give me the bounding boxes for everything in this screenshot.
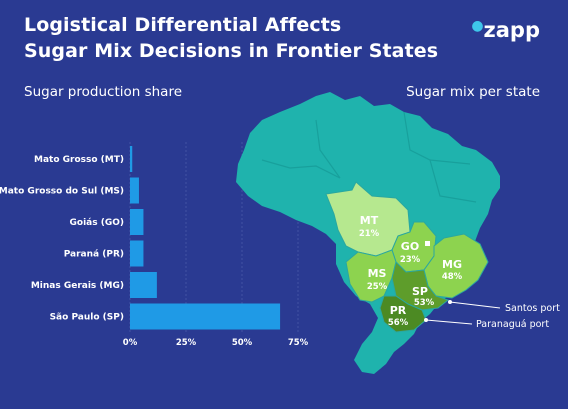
category-label: Paraná (PR) [64,250,124,260]
x-tick-label: 0% [123,338,138,348]
x-tick-label: 25% [176,338,197,348]
x-tick-label: 75% [288,338,309,348]
bar [130,272,157,298]
category-label: Mato Grosso (MT) [34,155,124,165]
map-label-go-code: GO [401,240,419,253]
bar-chart-title: Sugar production share [24,84,183,100]
map-label-pr-value: 56% [388,318,409,328]
map-label-ms-code: MS [368,267,387,280]
state-border [315,119,341,179]
santos-port-leader [449,301,501,309]
category-labels: Mato Grosso (MT) Mato Grosso do Sul (MS) G… [0,155,124,323]
paranagua-port-leader [425,319,473,325]
map-label-sp-value: 53% [414,298,435,308]
logo-dot-icon: ● [471,18,484,34]
state-pr [379,295,427,333]
x-tick-label: 50% [232,338,253,348]
bar [130,146,133,172]
map-label-mg-code: MG [442,258,462,271]
page-title: Logistical Differential Affects Sugar Mi… [24,12,438,64]
bar [130,177,139,204]
paranagua-port-marker [424,318,428,322]
category-label: Mato Grosso do Sul (MS) [0,187,124,197]
state-border [261,159,341,179]
map-label-go-value: 23% [400,255,421,265]
category-label: São Paulo (SP) [50,313,124,323]
title-line-1: Logistical Differential Affects [24,14,342,36]
santos-port-label: Santos port [505,303,560,314]
map-label-mt-value: 21% [359,229,380,239]
state-border [429,159,477,203]
title-line-2: Sugar Mix Decisions in Frontier States [24,40,439,62]
category-label: Minas Gerais (MG) [31,281,124,291]
bar [130,209,144,235]
tick-labels: 0% 25% 50% 75% [123,338,309,348]
category-label: Goiás (GO) [70,218,124,228]
state-border [403,111,471,165]
santos-port-marker [448,300,452,304]
paranagua-port-label: Paranaguá port [476,319,549,330]
logo-text: zapp [483,18,540,42]
zapp-logo: ●zapp [471,18,540,42]
map-label-mg-value: 48% [442,272,463,282]
map-label-pr-code: PR [390,304,407,317]
map-title: Sugar mix per state [406,84,540,100]
bars [130,146,281,330]
bar [130,303,281,330]
map-label-ms-value: 25% [367,282,388,292]
map-label-sp-code: SP [412,285,428,298]
map-label-mt-code: MT [360,214,379,227]
df-marker [425,241,430,246]
bar [130,240,144,267]
